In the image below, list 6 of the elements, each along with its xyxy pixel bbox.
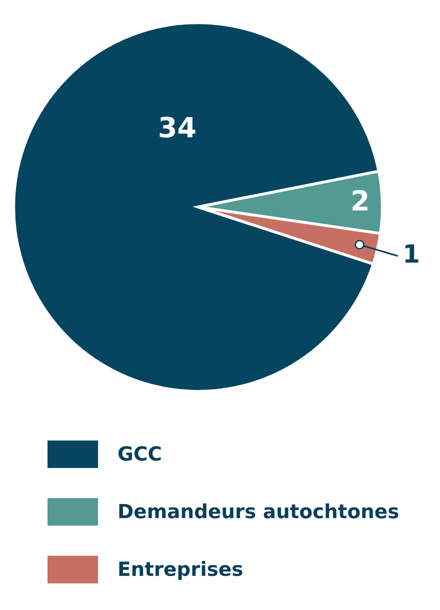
legend-label: Entreprises [119,561,242,580]
data-label: 34 [160,116,196,138]
data-label: 1 [405,244,418,263]
legend-label: GCC [118,446,161,461]
legend-label: Demandeurs autochtones [119,503,398,518]
data-label: 2 [352,190,368,211]
